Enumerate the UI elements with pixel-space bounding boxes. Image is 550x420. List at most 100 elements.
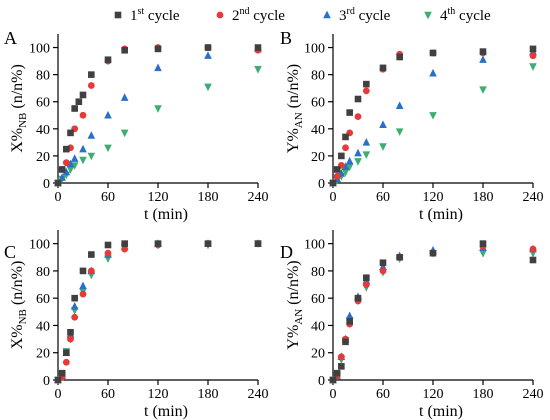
- data-point: [379, 143, 387, 151]
- data-point: [346, 318, 353, 325]
- y-tick-label: 80: [311, 69, 325, 84]
- x-tick-label: 120: [423, 387, 444, 402]
- data-point: [70, 162, 79, 170]
- data-point: [54, 179, 62, 187]
- y-tick-label: 80: [36, 265, 50, 280]
- legend-marker: [323, 10, 331, 19]
- data-point: [333, 172, 341, 180]
- data-point: [342, 144, 349, 152]
- data-point: [67, 335, 74, 343]
- data-point: [70, 154, 79, 162]
- x-tick-label: 180: [198, 190, 219, 205]
- data-point: [396, 53, 403, 61]
- data-point: [342, 133, 349, 141]
- y-tick-label: 0: [43, 374, 50, 389]
- legend-label: 4th cycle: [440, 6, 491, 24]
- data-point: [79, 111, 87, 119]
- panel-letter: B: [280, 28, 292, 48]
- y-tick-label: 0: [318, 374, 325, 389]
- data-point: [379, 120, 387, 128]
- x-tick-label: 60: [376, 190, 390, 205]
- data-point: [479, 48, 487, 55]
- y-tick-label: 20: [311, 150, 325, 165]
- series-1: [54, 44, 262, 187]
- data-point: [66, 159, 75, 168]
- data-point: [62, 358, 70, 366]
- data-point: [87, 267, 95, 275]
- data-point: [345, 311, 354, 320]
- y-tick-label: 20: [36, 347, 50, 362]
- data-point: [58, 166, 66, 173]
- data-point: [429, 249, 437, 257]
- data-point: [88, 71, 95, 78]
- data-point: [363, 80, 370, 88]
- data-point: [87, 82, 95, 89]
- data-point: [70, 301, 79, 310]
- data-point: [395, 128, 404, 136]
- data-point: [529, 52, 537, 60]
- panel-d: 0 60 120 180 240 0 20 40 60 80 100 Dt (min) Y%AN (n/…: [280, 230, 544, 420]
- data-point: [354, 294, 362, 302]
- x-tick-label: 120: [148, 387, 169, 402]
- series-2: [54, 240, 262, 384]
- data-point: [337, 353, 345, 361]
- data-point: [333, 369, 341, 377]
- data-point: [120, 93, 129, 101]
- data-point: [362, 281, 370, 288]
- data-point: [75, 98, 83, 106]
- data-point: [479, 249, 487, 258]
- data-point: [362, 87, 370, 95]
- data-point: [154, 45, 162, 53]
- x-axis-label: t (min): [419, 403, 463, 420]
- panel-b: 0 60 120 180 240 0 20 40 60 80 100 Bt (min) Y%AN (n/…: [280, 28, 544, 223]
- x-tick-label: 180: [198, 387, 219, 402]
- y-tick-label: 0: [43, 177, 50, 192]
- data-point: [154, 105, 162, 113]
- data-point: [88, 251, 95, 258]
- data-point: [379, 267, 387, 275]
- data-point: [354, 113, 362, 121]
- data-point: [79, 91, 87, 99]
- x-tick-label: 0: [330, 190, 337, 205]
- series-4: [54, 240, 262, 385]
- legend-entry: 1st cycle: [114, 6, 180, 24]
- data-point: [154, 63, 162, 72]
- y-tick-label: 100: [29, 42, 50, 57]
- y-tick-label: 40: [36, 123, 50, 138]
- panel-a: 0 60 120 180 240 0 20 40 60 80 100 At (min) X%NB (n/…: [4, 28, 269, 223]
- x-tick-label: 240: [523, 190, 544, 205]
- data-point: [79, 267, 87, 275]
- data-point: [58, 369, 66, 377]
- x-tick-label: 0: [55, 190, 62, 205]
- data-point: [479, 55, 487, 63]
- series-4: [329, 63, 537, 188]
- data-point: [79, 281, 87, 290]
- y-tick-label: 100: [304, 238, 325, 253]
- y-tick-label: 60: [36, 292, 50, 307]
- data-point: [54, 376, 62, 384]
- y-tick-label: 60: [311, 292, 325, 307]
- data-point: [204, 51, 212, 59]
- y-tick-label: 60: [311, 96, 325, 111]
- y-tick-label: 80: [36, 69, 50, 84]
- x-axis-label: t (min): [419, 206, 463, 223]
- y-axis-label: Y%AN (n/n%): [285, 64, 305, 153]
- y-tick-label: 80: [311, 265, 325, 280]
- series-4: [54, 66, 262, 188]
- x-axis-label: t (min): [144, 403, 188, 420]
- legend-entry: 3rd cycle: [323, 6, 391, 24]
- data-point: [338, 152, 345, 160]
- data-point: [71, 294, 78, 302]
- data-point: [254, 44, 262, 51]
- data-point: [104, 110, 112, 119]
- legend-label: 3rd cycle: [339, 6, 391, 24]
- data-point: [63, 145, 70, 153]
- y-axis-label: X%NB (n/n%): [9, 261, 29, 350]
- data-point: [529, 63, 537, 71]
- data-point: [354, 148, 362, 157]
- data-point: [345, 163, 354, 172]
- data-point: [342, 338, 349, 346]
- data-point: [63, 349, 70, 357]
- y-tick-label: 20: [36, 150, 50, 165]
